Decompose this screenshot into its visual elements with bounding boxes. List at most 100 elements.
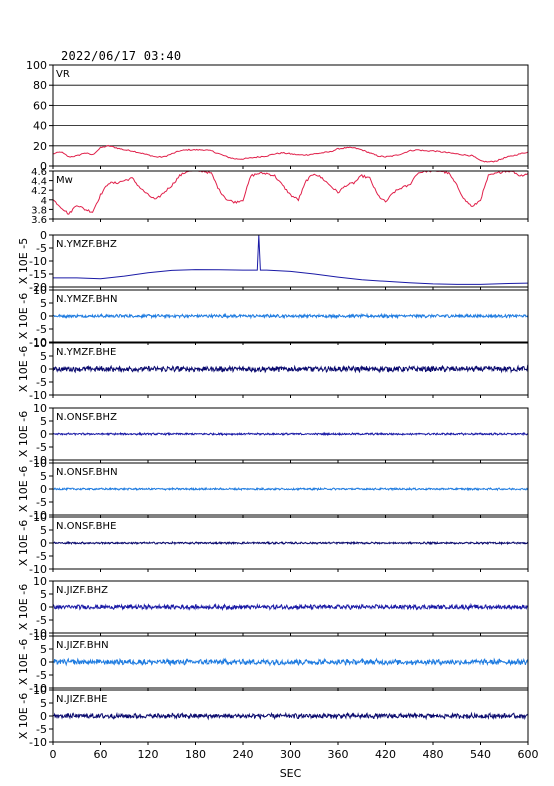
series-line [52,711,529,721]
y-tick-label: 0 [40,483,47,496]
y-tick-label: 4 [41,196,47,207]
y-tick-label: 0 [40,363,47,376]
y-tick-label: -5 [36,723,47,736]
y-axis-label: X 10E -6 [17,693,30,739]
y-tick-label: 5 [40,350,47,363]
panel-label: N.YMZF.BHE [56,347,116,358]
y-tick-label: 60 [33,99,47,112]
x-tick-label: 360 [328,748,349,761]
y-tick-label: 5 [40,297,47,310]
y-tick-label: -10 [29,255,47,268]
y-tick-label: 4.6 [31,167,47,178]
y-axis-label: X 10E -6 [17,584,30,630]
panel-label: N.JIZF.BHZ [56,585,108,596]
y-tick-label: -5 [36,441,47,454]
y-tick-label: 10 [33,457,47,470]
series-line [53,234,529,285]
y-tick-label: -10 [29,389,47,402]
y-tick-label: 3.8 [31,205,47,216]
panel-label: N.YMZF.BHN [56,294,117,305]
y-tick-label: 10 [33,575,47,588]
y-axis-label: X 10E -6 [17,520,30,566]
y-axis-label: X 10E -6 [17,293,30,339]
y-tick-label: 5 [40,524,47,537]
y-tick-label: 5 [40,415,47,428]
y-tick-label: -5 [36,376,47,389]
x-tick-label: 60 [94,748,108,761]
y-tick-label: -5 [36,242,47,255]
y-tick-label: -5 [36,496,47,509]
y-tick-label: 0 [40,537,47,550]
y-tick-label: 4.2 [31,186,47,197]
y-tick-label: 5 [40,697,47,710]
series-line [52,602,529,612]
y-tick-label: 0 [40,310,47,323]
y-tick-label: 3.6 [31,215,47,226]
panel-mw: 3.63.844.24.44.6 Mw [31,167,529,226]
series-line [52,657,529,667]
y-tick-label: 0 [40,601,47,614]
panel-label: N.ONSF.BHN [56,467,118,478]
y-tick-label: -10 [29,454,47,467]
panel-label: N.JIZF.BHN [56,640,109,651]
y-axis-label: X 10E -6 [17,411,30,457]
x-tick-label: 300 [280,748,301,761]
y-tick-label: 10 [33,284,47,297]
y-tick-label: -10 [29,736,47,749]
plot-frame [52,64,529,167]
y-tick-label: 5 [40,470,47,483]
panel-n-ymzf-bhz: -20-15-10-50 N.YMZF.BHZ X 10E -5 [17,229,529,294]
y-tick-label: 40 [33,120,47,133]
y-tick-label: 0 [40,428,47,441]
y-tick-label: 80 [33,79,47,92]
panel-label: VR [56,69,70,80]
x-tick-label: 480 [423,748,444,761]
y-axis-label: X 10E -5 [17,238,30,284]
plot-frame [52,234,529,288]
y-tick-label: -5 [36,550,47,563]
series-line [52,486,529,492]
y-tick-label: 10 [33,402,47,415]
y-tick-label: 4.4 [31,177,47,188]
y-axis-label: X 10E -6 [17,346,30,392]
y-tick-label: -10 [29,336,47,349]
x-tick-label: 600 [518,748,539,761]
y-tick-label: -15 [29,268,47,281]
figure-title: 2022/06/17 03:40 [61,49,182,63]
panel-label: Mw [56,175,73,186]
panel-label: N.JIZF.BHE [56,694,107,705]
series-line [52,144,529,163]
x-tick-label: 240 [233,748,254,761]
x-axis-label: SEC [280,767,302,780]
y-tick-label: -10 [29,563,47,576]
y-tick-label: -10 [29,509,47,522]
panel-label: N.YMZF.BHZ [56,239,117,250]
y-tick-label: 10 [33,337,47,350]
series-line [52,431,529,437]
panel-label: N.ONSF.BHZ [56,412,117,423]
y-axis-label: X 10E -6 [17,466,30,512]
y-tick-label: 10 [33,511,47,524]
panel-label: N.ONSF.BHE [56,521,116,532]
series-line [52,312,529,320]
series-line [52,364,529,374]
x-tick-label: 540 [470,748,491,761]
panel-vr: 0 20 40 60 80 100 VR [26,59,529,173]
x-tick-label: 0 [50,748,57,761]
y-tick-label: 0 [40,710,47,723]
y-tick-label: 10 [33,684,47,697]
y-tick-label: 10 [33,630,47,643]
y-tick-label: -5 [36,323,47,336]
y-tick-label: -10 [29,627,47,640]
y-tick-label: 0 [40,160,47,173]
